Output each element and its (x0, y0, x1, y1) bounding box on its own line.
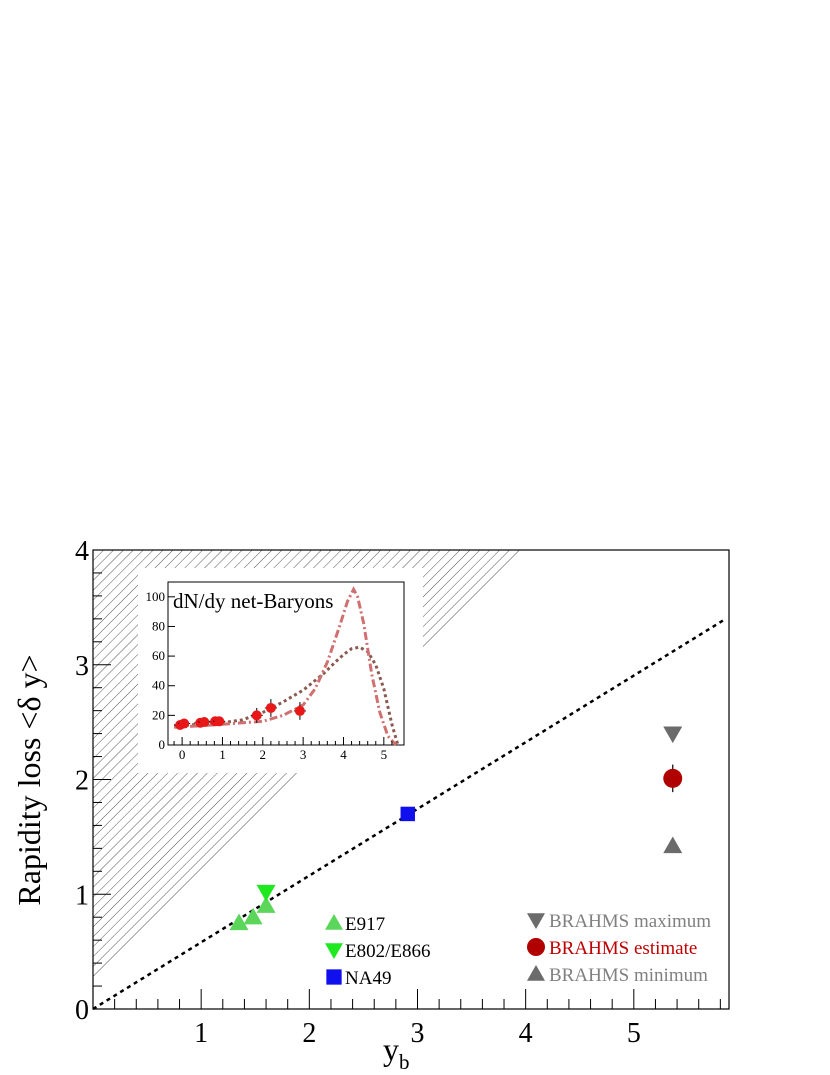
inset-y-tick-label: 100 (146, 589, 166, 604)
inset-data-point (294, 705, 305, 716)
inset-y-tick-label: 0 (159, 737, 166, 752)
inset-x-tick-label: 3 (300, 747, 307, 762)
x-axis-title: yb (383, 1031, 410, 1074)
legend-marker (325, 943, 343, 959)
x-tick-label: 4 (519, 1018, 533, 1049)
inset-data-point (251, 710, 262, 721)
data-point-brahms-minimum (663, 836, 683, 854)
legend-marker (325, 914, 343, 930)
data-point-brahms-maximum (663, 726, 683, 744)
inset-x-tick-label: 0 (179, 747, 186, 762)
inset-plot: 0 1 2 3 4 5 0 20 40 60 80 100 dN/dy net-Baryons (138, 568, 423, 773)
data-point-e917 (243, 907, 263, 925)
legend-label: BRAHMS maximum (549, 911, 711, 932)
data-point-brahms-estimate (663, 768, 683, 788)
y-tick-label: 1 (75, 880, 89, 911)
y-tick-label: 4 (75, 536, 89, 567)
y-tick-label: 2 (75, 766, 89, 797)
inset-x-tick-label: 1 (219, 747, 226, 762)
legend-label: BRAHMS estimate (549, 938, 697, 959)
data-point-e917 (229, 913, 249, 931)
y-tick-label: 0 (75, 995, 89, 1026)
data-point-e917 (256, 896, 276, 913)
x-tick-label: 3 (410, 1018, 424, 1049)
inset-y-tick-label: 20 (152, 707, 165, 722)
x-tick-label: 1 (194, 1018, 208, 1049)
inset-x-tick-label: 5 (381, 747, 388, 762)
inset-data-point (199, 717, 210, 728)
y-axis-title: Rapidity loss <δ y> (11, 654, 47, 905)
legend-marker (527, 913, 545, 929)
inset-frame (167, 581, 405, 746)
legend-right: BRAHMS maximum BRAHMS estimate BRAHMS mini… (527, 911, 711, 986)
data-point-e802-e866 (256, 884, 276, 902)
legend-marker (527, 965, 545, 981)
inset-data-point (214, 716, 225, 727)
x-axis-title-sub: b (399, 1050, 410, 1074)
x-tick-label: 2 (302, 1018, 316, 1049)
inset-data-point (179, 718, 190, 729)
inset-title: dN/dy net-Baryons (173, 589, 333, 613)
legend-marker (527, 938, 545, 956)
inset-data-point (265, 702, 276, 713)
inset-background (138, 568, 423, 773)
legend-label: BRAHMS minimum (549, 965, 708, 986)
y-tick-label: 3 (75, 651, 89, 682)
data-point-na49 (400, 806, 415, 822)
legend-label: NA49 (345, 968, 391, 989)
inset-y-tick-label: 80 (152, 618, 165, 633)
inset-x-tick-label: 2 (260, 747, 267, 762)
inset-model-curve-1 (174, 645, 400, 746)
inset-y-tick-label: 40 (152, 678, 165, 693)
legend-label: E802/E866 (345, 941, 431, 962)
inset-model-curve-2 (174, 586, 398, 747)
legend-left: E917 E802/E866 NA49 (325, 914, 431, 989)
inset-x-tick-label: 4 (340, 747, 347, 762)
x-axis-title-main: y (383, 1031, 399, 1067)
legend-label: E917 (345, 914, 385, 935)
x-tick-label: 5 (627, 1018, 641, 1049)
legend-marker (326, 969, 342, 985)
inset-y-tick-label: 60 (152, 648, 165, 663)
